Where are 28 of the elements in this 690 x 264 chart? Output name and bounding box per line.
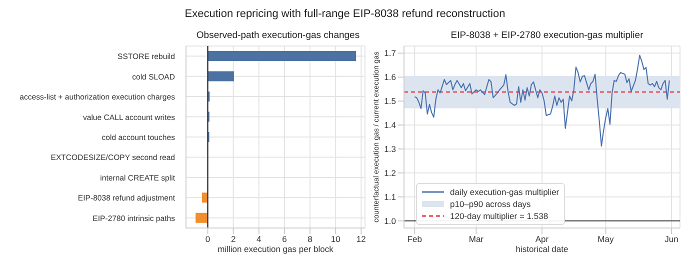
x-tick-label: Feb [407,234,422,244]
y-tick-label: 1.7 [384,48,396,58]
legend-label: daily execution-gas multiplier [450,186,560,198]
x-tick-label: 0 [205,234,210,244]
x-tick-label: Apr [535,234,549,244]
x-tick-label: Jun [664,234,679,244]
y-tick-label: 1.4 [384,120,396,130]
x-tick-label: Mar [468,234,484,244]
legend-label: 120-day multiplier = 1.538 [450,210,548,222]
chart-title: EIP-8038 + EIP-2780 execution-gas multiplier [450,30,644,41]
chart-subtitle: Observed-path execution-gas changes [195,30,361,41]
x-tick-label: 6 [282,234,288,244]
x-tick-label: May [598,234,614,244]
x-tick-label: 10 [330,234,341,244]
y-tick-label: 1.1 [384,192,396,202]
y-tick-label: 1.3 [384,144,396,154]
x-tick-label: 12 [356,234,366,244]
x-tick-label: 8 [308,234,313,244]
x-tick-label: 2 [230,234,236,244]
legend-label: p10–p90 across days [450,198,531,210]
x-tick-label: 4 [256,234,262,244]
y-tick-label: 1.2 [384,168,396,178]
chart-title: Execution repricing with full-range EIP-8038 refund reconstruction [184,8,506,20]
y-tick-label: 1.5 [384,96,396,106]
y-tick-label: 1.0 [384,216,396,226]
x-axis-title: historical date [516,244,568,254]
x-axis-title: million execution gas per block [218,244,334,254]
y-tick-label: 1.6 [384,72,396,82]
